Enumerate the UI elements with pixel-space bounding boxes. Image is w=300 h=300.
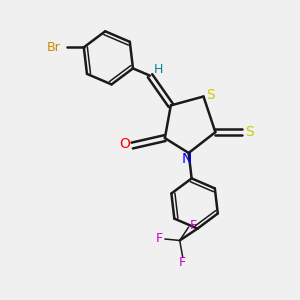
Text: Br: Br [47, 41, 61, 54]
Text: H: H [154, 63, 164, 76]
Text: F: F [190, 219, 196, 232]
Text: S: S [206, 88, 214, 102]
Text: F: F [156, 232, 163, 245]
Text: N: N [182, 152, 192, 166]
Text: S: S [245, 125, 254, 139]
Text: F: F [179, 256, 186, 269]
Text: O: O [119, 137, 130, 151]
